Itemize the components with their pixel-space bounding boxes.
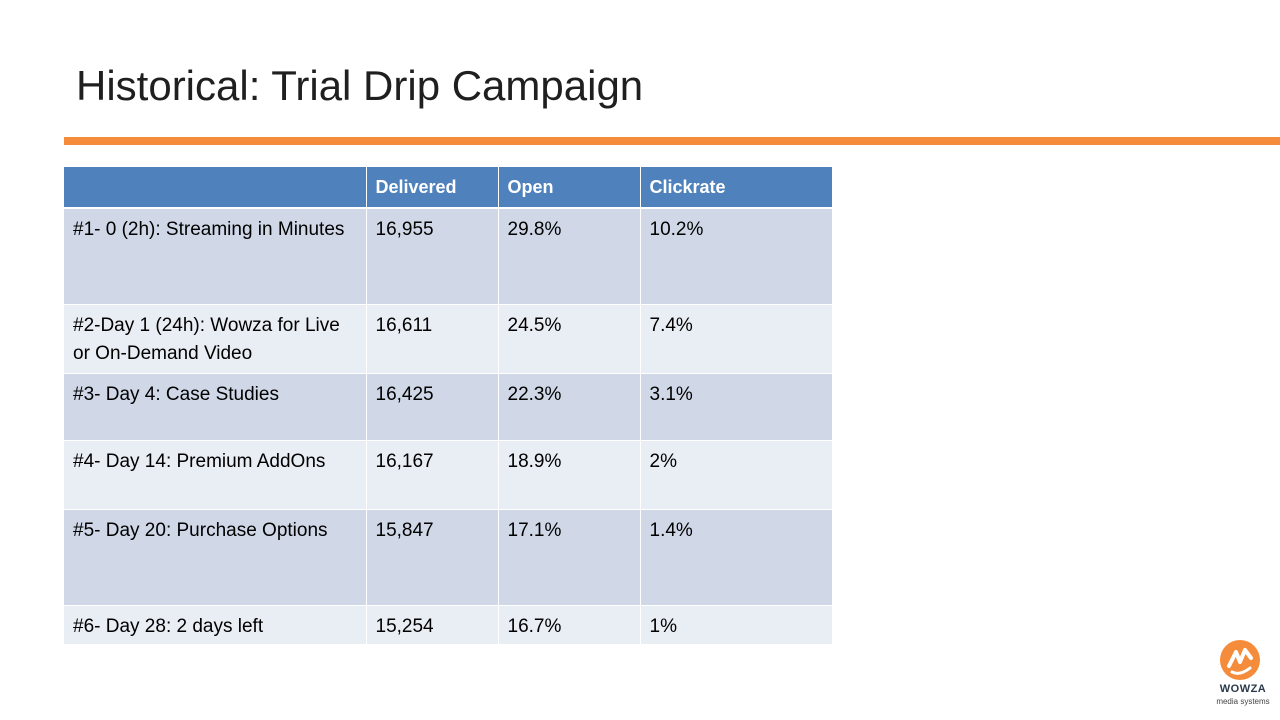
wowza-logo-icon	[1220, 640, 1260, 680]
header-cell-delivered: Delivered	[366, 167, 499, 209]
cell-email-name: #3- Day 4: Case Studies	[64, 373, 367, 441]
cell-email-name: #5- Day 20: Purchase Options	[64, 509, 367, 606]
title-divider	[64, 137, 1280, 145]
header-cell-open: Open	[498, 167, 641, 209]
table-row: #1- 0 (2h): Streaming in Minutes 16,955 …	[64, 208, 833, 305]
cell-clickrate: 10.2%	[640, 208, 833, 305]
table-header-row: Delivered Open Clickrate	[64, 167, 833, 209]
campaign-table: Delivered Open Clickrate #1- 0 (2h): Str…	[64, 167, 833, 645]
cell-open: 16.7%	[498, 605, 641, 645]
cell-open: 18.9%	[498, 440, 641, 510]
table-row: #5- Day 20: Purchase Options 15,847 17.1…	[64, 509, 833, 606]
cell-clickrate: 7.4%	[640, 304, 833, 374]
cell-open: 22.3%	[498, 373, 641, 441]
slide-title: Historical: Trial Drip Campaign	[76, 62, 644, 109]
table-row: #3- Day 4: Case Studies 16,425 22.3% 3.1…	[64, 373, 833, 441]
cell-email-name: #2-Day 1 (24h): Wowza for Live or On-Dem…	[64, 304, 367, 374]
cell-clickrate: 3.1%	[640, 373, 833, 441]
cell-delivered: 16,611	[366, 304, 499, 374]
cell-email-name: #6- Day 28: 2 days left	[64, 605, 367, 645]
cell-delivered: 16,955	[366, 208, 499, 305]
cell-clickrate: 1.4%	[640, 509, 833, 606]
logo-brand-text: WOWZA	[1219, 683, 1267, 695]
cell-open: 17.1%	[498, 509, 641, 606]
table-row: #2-Day 1 (24h): Wowza for Live or On-Dem…	[64, 304, 833, 374]
table-row: #6- Day 28: 2 days left 15,254 16.7% 1%	[64, 605, 833, 645]
cell-email-name: #4- Day 14: Premium AddOns	[64, 440, 367, 510]
header-cell-clickrate: Clickrate	[640, 167, 833, 209]
table-row: #4- Day 14: Premium AddOns 16,167 18.9% …	[64, 440, 833, 510]
cell-delivered: 15,847	[366, 509, 499, 606]
header-cell-email	[64, 167, 367, 209]
cell-delivered: 16,425	[366, 373, 499, 441]
cell-open: 29.8%	[498, 208, 641, 305]
cell-delivered: 15,254	[366, 605, 499, 645]
logo-tagline-text: media systems	[1216, 697, 1270, 706]
cell-open: 24.5%	[498, 304, 641, 374]
cell-email-name: #1- 0 (2h): Streaming in Minutes	[64, 208, 367, 305]
cell-delivered: 16,167	[366, 440, 499, 510]
cell-clickrate: 1%	[640, 605, 833, 645]
cell-clickrate: 2%	[640, 440, 833, 510]
